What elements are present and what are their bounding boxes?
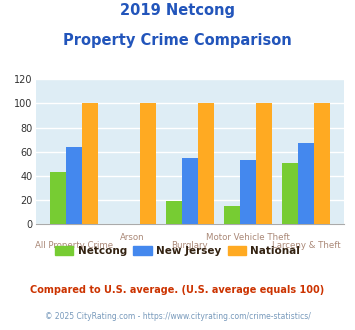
Text: Arson: Arson [120, 233, 144, 242]
Bar [282, 163, 298, 224]
Text: Motor Vehicle Theft: Motor Vehicle Theft [206, 233, 290, 242]
Text: All Property Crime: All Property Crime [35, 241, 113, 250]
Bar [50, 172, 66, 224]
Text: Compared to U.S. average. (U.S. average equals 100): Compared to U.S. average. (U.S. average … [31, 285, 324, 295]
Bar [298, 143, 314, 224]
Bar [314, 103, 330, 224]
Bar [82, 103, 98, 224]
Bar [240, 160, 256, 224]
Bar [166, 201, 182, 224]
Legend: Netcong, New Jersey, National: Netcong, New Jersey, National [50, 242, 305, 260]
Text: Larceny & Theft: Larceny & Theft [272, 241, 340, 250]
Text: © 2025 CityRating.com - https://www.cityrating.com/crime-statistics/: © 2025 CityRating.com - https://www.city… [45, 312, 310, 321]
Text: 2019 Netcong: 2019 Netcong [120, 3, 235, 18]
Bar [198, 103, 214, 224]
Bar [66, 147, 82, 224]
Bar [256, 103, 272, 224]
Bar [182, 158, 198, 224]
Bar [224, 206, 240, 224]
Bar [140, 103, 156, 224]
Text: Burglary: Burglary [171, 241, 208, 250]
Text: Property Crime Comparison: Property Crime Comparison [63, 33, 292, 48]
